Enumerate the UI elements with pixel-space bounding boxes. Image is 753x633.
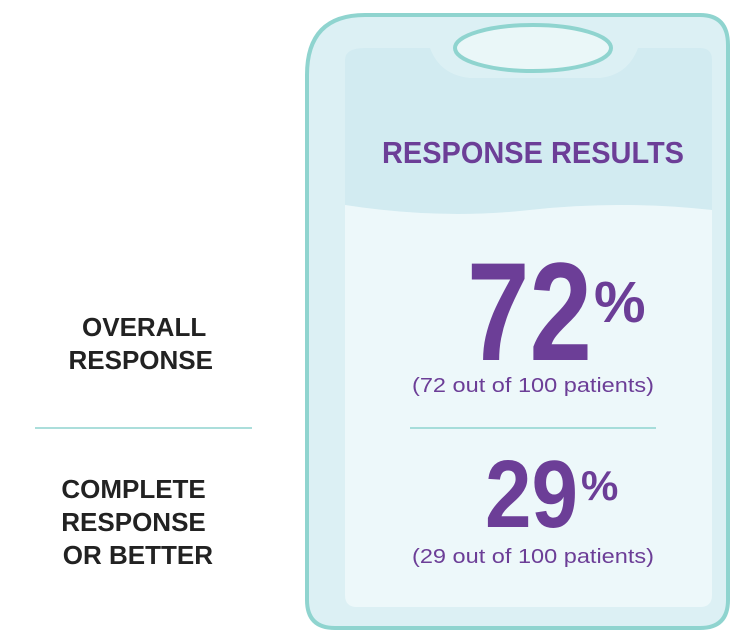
infographic: RESPONSE RESULTS OVERALL RESPONSE COMPLE… <box>0 0 753 633</box>
big-value: 72 <box>467 233 592 390</box>
row-label-line: COMPLETE <box>61 474 205 504</box>
value-unit: % <box>594 270 646 335</box>
row-label-line: OVERALL <box>82 312 206 342</box>
row-label-line: OR BETTER <box>63 540 213 570</box>
row-label: COMPLETE RESPONSE OR BETTER <box>61 474 213 570</box>
value-note: (72 out of 100 patients) <box>412 375 654 397</box>
title: RESPONSE RESULTS <box>382 135 684 170</box>
row-label-line: RESPONSE <box>69 345 214 375</box>
value-note: (29 out of 100 patients) <box>412 546 654 568</box>
value-unit: % <box>581 462 618 509</box>
row-label: OVERALL RESPONSE <box>69 312 214 375</box>
row-label-line: RESPONSE <box>61 507 206 537</box>
bag-hole <box>455 25 611 71</box>
big-value: 29 <box>485 441 578 548</box>
